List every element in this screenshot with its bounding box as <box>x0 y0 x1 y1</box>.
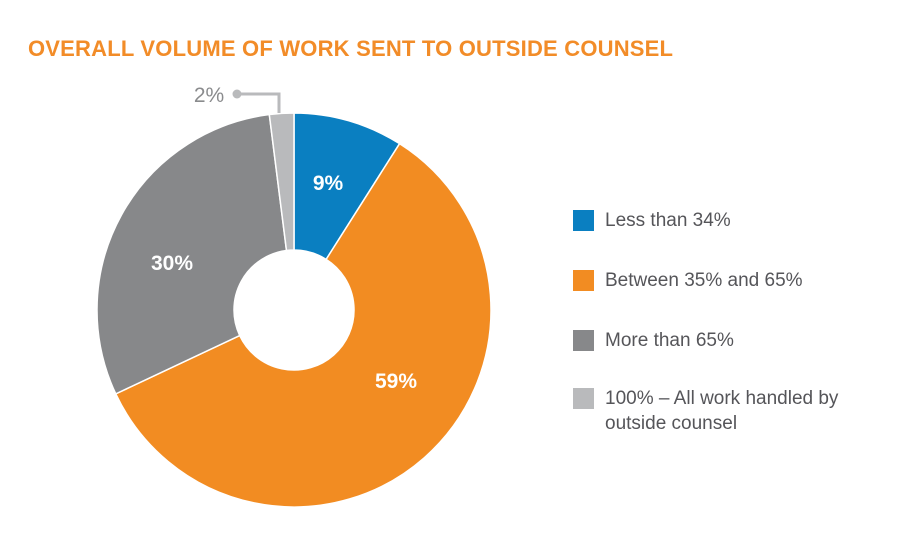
legend-label: Between 35% and 65% <box>605 270 803 291</box>
legend-swatch <box>573 330 594 351</box>
legend-label: Less than 34% <box>605 210 731 231</box>
leader-dot <box>232 89 242 99</box>
legend-item-2: More than 65% <box>573 328 734 353</box>
slice-1 <box>114 142 492 508</box>
legend-item-1: Between 35% and 65% <box>573 268 803 293</box>
leader-line <box>237 92 281 113</box>
legend-label: More than 65% <box>605 330 734 351</box>
legend-label: 100% – All work handled by outside couns… <box>605 388 839 434</box>
legend-swatch <box>573 270 594 291</box>
slice-2 <box>96 113 288 395</box>
legend-swatch <box>573 388 594 409</box>
chart-title: OVERALL VOLUME OF WORK SENT TO OUTSIDE C… <box>28 36 674 61</box>
data-label-0: 9% <box>313 172 344 195</box>
data-label-2: 30% <box>151 252 193 275</box>
legend-item-3: 100% – All work handled by outside couns… <box>573 386 885 436</box>
data-label-3: 2% <box>194 84 224 107</box>
legend-swatch <box>573 210 594 231</box>
slice-3 <box>268 112 295 252</box>
data-label-1: 59% <box>375 370 417 393</box>
legend-item-0: Less than 34% <box>573 208 731 233</box>
